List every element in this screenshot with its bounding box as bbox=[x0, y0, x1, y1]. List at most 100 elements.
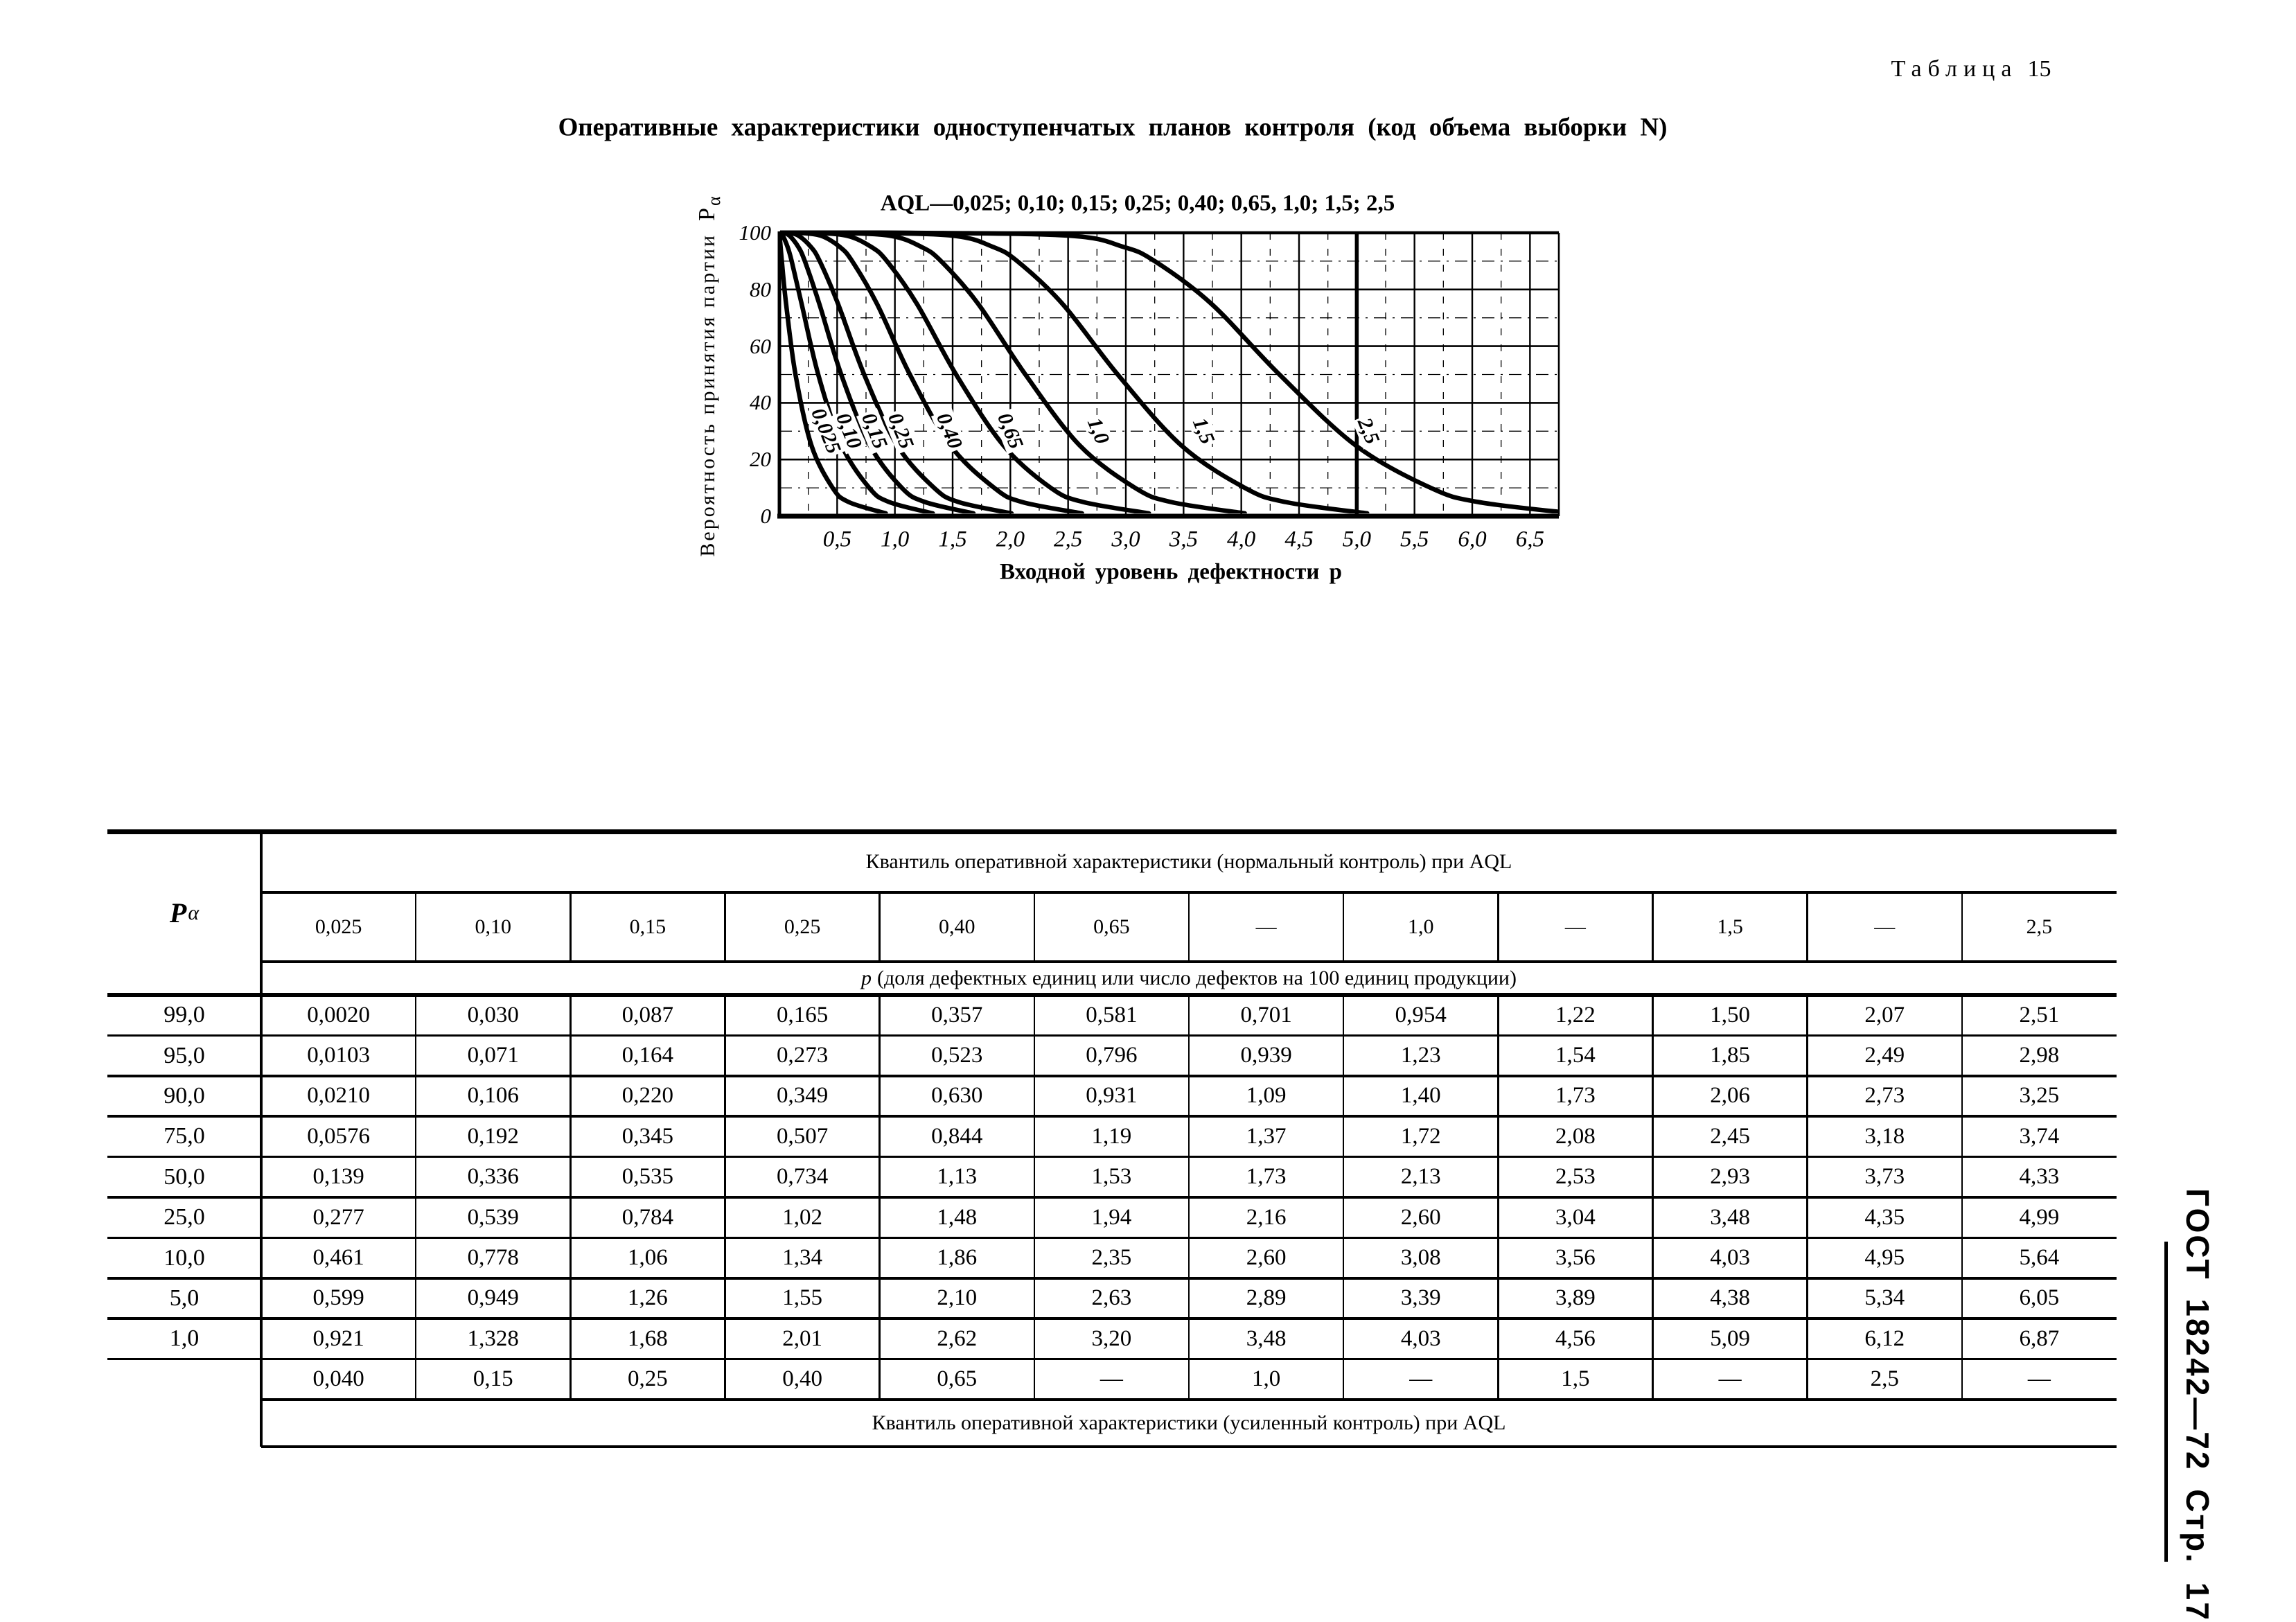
table-cell-quantile: 1,85 bbox=[1710, 1043, 1750, 1068]
table-cell-quantile: 0,701 bbox=[1240, 1002, 1292, 1028]
x-tick-label: 4,5 bbox=[1284, 527, 1314, 552]
table-col-header-aql: 1,0 bbox=[1407, 915, 1434, 938]
table-cell-quantile: 0,0020 bbox=[307, 1002, 370, 1028]
table-cell-tightened-aql: 2,5 bbox=[1870, 1366, 1899, 1392]
y-tick-label: 100 bbox=[739, 220, 772, 245]
y-tick-label: 0 bbox=[760, 504, 772, 528]
table-row-pa-value: 10,0 bbox=[164, 1244, 205, 1271]
table-cell-quantile: 1,34 bbox=[782, 1245, 822, 1271]
page-title: Оперативные характеристики одноступенчат… bbox=[558, 113, 1668, 142]
table-cell-quantile: 1,22 bbox=[1555, 1002, 1596, 1028]
table-cell-quantile: 1,09 bbox=[1246, 1083, 1287, 1109]
table-col-divider bbox=[1806, 892, 1808, 962]
table-cell-quantile: 3,04 bbox=[1555, 1204, 1596, 1230]
table-cell-quantile: 0,357 bbox=[931, 1002, 983, 1028]
table-header-normal-control: Квантиль оперативной характеристики (нор… bbox=[865, 850, 1512, 873]
table-cell-quantile: 0,931 bbox=[1086, 1083, 1138, 1109]
table-row-rule bbox=[261, 1398, 2117, 1401]
table-bottom-border bbox=[261, 1445, 2117, 1449]
table-cell-quantile: 2,10 bbox=[937, 1285, 978, 1311]
table-cell-quantile: 2,13 bbox=[1400, 1164, 1441, 1190]
table-cell-quantile: 5,34 bbox=[1864, 1285, 1905, 1311]
table-cell-quantile: 6,87 bbox=[2019, 1325, 2060, 1351]
table-cell-quantile: 0,273 bbox=[776, 1043, 829, 1068]
table-col-divider bbox=[1497, 995, 1499, 1400]
table-cell-quantile: 2,89 bbox=[1246, 1285, 1287, 1311]
table-cell-tightened-aql: 0,25 bbox=[628, 1366, 668, 1392]
table-row-pa-value: 5,0 bbox=[169, 1285, 200, 1311]
x-tick-label: 5,5 bbox=[1400, 527, 1429, 552]
table-cell-tightened-aql: 0,15 bbox=[473, 1366, 513, 1392]
table-cell-quantile: 0,461 bbox=[312, 1245, 364, 1271]
table-col-header-aql: 0,25 bbox=[784, 915, 821, 938]
table-cell-quantile: 0,523 bbox=[931, 1043, 983, 1068]
table-row-rule bbox=[107, 1075, 2117, 1077]
table-cell-quantile: 3,20 bbox=[1091, 1325, 1132, 1351]
table-col-header-aql: 0,65 bbox=[1093, 915, 1130, 938]
table-cell-quantile: 0,345 bbox=[621, 1123, 674, 1149]
table-cell-quantile: 2,35 bbox=[1091, 1245, 1132, 1271]
table-col-divider bbox=[1961, 892, 1963, 962]
table-cell-quantile: 1,86 bbox=[937, 1245, 978, 1271]
table-col-divider bbox=[1806, 995, 1808, 1400]
standard-number-side-label: ГОСТ 18242—72 Стр. 17 bbox=[2180, 1188, 2216, 1622]
y-tick-label: 80 bbox=[750, 276, 771, 301]
table-cell-quantile: 1,37 bbox=[1246, 1123, 1287, 1149]
table-cell-quantile: 4,38 bbox=[1710, 1285, 1750, 1311]
table-cell-tightened-aql: 0,40 bbox=[782, 1366, 822, 1392]
x-tick-label: 3,5 bbox=[1169, 527, 1198, 552]
table-cell-quantile: 1,54 bbox=[1555, 1043, 1596, 1068]
table-cell-quantile: 0,030 bbox=[467, 1002, 519, 1028]
table-row-pa-value: 75,0 bbox=[164, 1123, 205, 1149]
table-cell-quantile: 0,844 bbox=[931, 1123, 983, 1149]
table-cell-tightened-aql: 1,0 bbox=[1251, 1366, 1281, 1392]
table-cell-quantile: 2,07 bbox=[1864, 1002, 1905, 1028]
table-cell-quantile: 4,99 bbox=[2019, 1204, 2060, 1230]
table-cell-quantile: 0,164 bbox=[621, 1043, 674, 1068]
table-cell-quantile: 1,02 bbox=[782, 1204, 822, 1230]
x-tick-label: 5,0 bbox=[1342, 527, 1371, 552]
table-cell-quantile: 2,16 bbox=[1246, 1204, 1287, 1230]
table-cell-quantile: 0,0103 bbox=[307, 1043, 370, 1068]
table-row-pa-value: 25,0 bbox=[164, 1204, 205, 1231]
table-cell-quantile: 3,25 bbox=[2019, 1083, 2060, 1109]
table-cell-quantile: 2,08 bbox=[1555, 1123, 1596, 1149]
table-col-divider bbox=[1033, 892, 1036, 962]
table-cell-quantile: 2,60 bbox=[1400, 1204, 1441, 1230]
table-cell-quantile: 5,64 bbox=[2019, 1245, 2060, 1271]
table-row-rule bbox=[107, 1317, 2117, 1320]
table-row-pa-value: 1,0 bbox=[169, 1325, 200, 1352]
table-cell-quantile: 0,165 bbox=[776, 1002, 829, 1028]
table-cell-quantile: 1,23 bbox=[1400, 1043, 1441, 1068]
table-cell-quantile: 0,0576 bbox=[307, 1123, 370, 1149]
table-cell-quantile: 1,68 bbox=[628, 1325, 668, 1351]
table-cell-quantile: 1,48 bbox=[937, 1204, 978, 1230]
table-col-divider bbox=[878, 892, 881, 962]
table-col-header-aql: 2,5 bbox=[2026, 915, 2053, 938]
table-col-divider bbox=[878, 995, 881, 1400]
table-col-divider bbox=[414, 892, 417, 962]
x-tick-label: 4,0 bbox=[1227, 527, 1256, 552]
table-cell-quantile: 0,0210 bbox=[307, 1083, 370, 1109]
table-cell-quantile: 3,18 bbox=[1864, 1123, 1905, 1149]
oc-curve-aql-0-15 bbox=[780, 230, 976, 513]
table-col-divider bbox=[1652, 995, 1654, 1400]
table-row-pa-value: 50,0 bbox=[164, 1163, 205, 1190]
table-col-header-aql: — bbox=[1564, 915, 1586, 938]
table-cell-quantile: 0,087 bbox=[621, 1002, 674, 1028]
table-cell-tightened-aql: — bbox=[1718, 1366, 1742, 1392]
table-cell-quantile: 4,03 bbox=[1710, 1245, 1750, 1271]
x-tick-label: 1,5 bbox=[938, 527, 967, 552]
table-cell-quantile: 4,35 bbox=[1864, 1204, 1905, 1230]
table-cell-quantile: 4,95 bbox=[1864, 1245, 1905, 1271]
table-col-divider bbox=[1961, 995, 1963, 1400]
table-col-divider bbox=[414, 995, 417, 1400]
table-header-rule bbox=[261, 960, 2117, 963]
table-col-divider bbox=[1187, 892, 1190, 962]
table-cell-quantile: 1,06 bbox=[628, 1245, 668, 1271]
table-cell-quantile: 0,507 bbox=[776, 1123, 829, 1149]
pa-symbol: Р bbox=[169, 897, 187, 928]
y-tick-label: 20 bbox=[750, 447, 771, 472]
table-cell-quantile: 6,12 bbox=[1864, 1325, 1905, 1351]
